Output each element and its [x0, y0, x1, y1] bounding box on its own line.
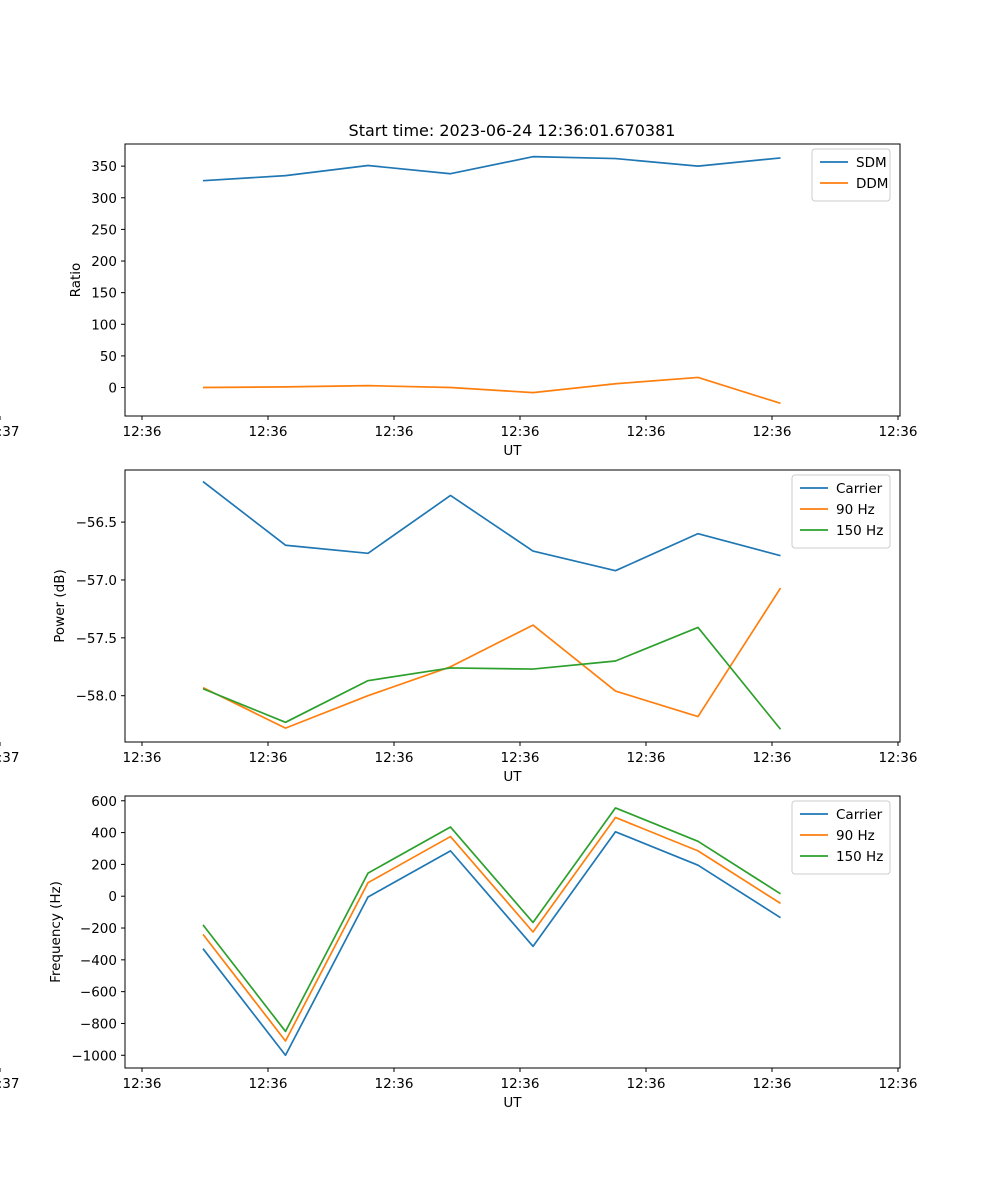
- x-tick-label: 12:36: [375, 750, 414, 766]
- x-tick-label: 12:36: [249, 750, 288, 766]
- x-tick-label: 12:36: [123, 750, 162, 766]
- y-tick-label: 100: [91, 317, 117, 333]
- y-tick-label: −58.0: [76, 689, 117, 705]
- x-axis-label: UT: [503, 1095, 522, 1111]
- x-tick-label: 12:36: [879, 1076, 918, 1092]
- y-tick-label: −600: [80, 985, 117, 1001]
- y-tick-label: −57.5: [76, 631, 117, 647]
- legend-label: Carrier: [836, 807, 883, 823]
- y-tick-label: 400: [91, 826, 117, 842]
- y-axis-label: Power (dB): [52, 569, 68, 642]
- y-tick-label: −800: [80, 1016, 117, 1032]
- x-tick-label: 12:36: [501, 1076, 540, 1092]
- series-line-150-hz: [202, 807, 781, 1033]
- x-tick-label: 12:36: [879, 750, 918, 766]
- series-line-90-hz: [202, 587, 782, 729]
- y-tick-label: 600: [91, 794, 117, 810]
- series-line-carrier: [202, 830, 781, 1057]
- y-tick-label: 250: [91, 222, 117, 238]
- y-tick-label: −200: [80, 921, 117, 937]
- x-tick-label: 12:37: [0, 1076, 19, 1092]
- legend-label: Carrier: [836, 481, 883, 497]
- y-tick-label: 0: [108, 381, 117, 397]
- plot-frame: [124, 143, 901, 417]
- x-axis-label: UT: [503, 443, 522, 459]
- x-tick-label: 12:36: [753, 1076, 792, 1092]
- y-axis-label: Frequency (Hz): [48, 881, 64, 983]
- x-tick-label: 12:36: [627, 750, 666, 766]
- legend-label: 150 Hz: [836, 849, 883, 865]
- x-tick-label: 12:36: [375, 1076, 414, 1092]
- y-tick-label: −56.5: [76, 515, 117, 531]
- y-tick-label: −1000: [71, 1048, 117, 1064]
- legend-label: DDM: [856, 176, 888, 192]
- x-tick-label: 12:37: [0, 424, 19, 440]
- x-tick-label: 12:36: [123, 424, 162, 440]
- series-line-150-hz: [202, 626, 782, 730]
- y-axis-label: Ratio: [68, 263, 84, 298]
- legend: Carrier 90 Hz 150 Hz: [791, 800, 891, 875]
- legend-label: 150 Hz: [836, 523, 883, 539]
- chart-panel-2: 12:36 12:36 12:36 12:36 12:36 12:36 12:36 12:37…: [0, 469, 918, 785]
- y-tick-label: 350: [91, 159, 117, 175]
- series-line-90-hz: [202, 816, 781, 1042]
- legend-label: 90 Hz: [836, 502, 875, 518]
- x-tick-label: 12:37: [0, 750, 19, 766]
- chart-panel-3: 12:36 12:36 12:36 12:36 12:36 12:36 12:36 12:37…: [0, 794, 917, 1111]
- y-tick-label: −57.0: [76, 573, 117, 589]
- x-tick-label: 12:36: [879, 424, 918, 440]
- x-tick-label: 12:36: [249, 424, 288, 440]
- chart-panel-1: 12:36 12:36 12:36 12:36 12:36 12:36 12:36 12:37…: [0, 143, 918, 459]
- x-tick-label: 12:36: [627, 1076, 666, 1092]
- legend: SDM DDM: [811, 148, 891, 202]
- x-tick-label: 12:36: [753, 750, 792, 766]
- chart-title: Start time: 2023-06-24 12:36:01.670381: [349, 121, 676, 140]
- x-tick-label: 12:36: [375, 424, 414, 440]
- x-tick-label: 12:36: [501, 750, 540, 766]
- y-tick-label: 50: [100, 349, 117, 365]
- legend: Carrier 90 Hz 150 Hz: [791, 474, 891, 549]
- x-tick-label: 12:36: [753, 424, 792, 440]
- chart-panels: 12:36 12:36 12:36 12:36 12:36 12:36 12:36 12:37…: [0, 143, 918, 1111]
- plot-frame: [124, 469, 901, 743]
- x-tick-label: 12:36: [627, 424, 666, 440]
- y-tick-label: 0: [108, 889, 117, 905]
- plot-frame: [124, 795, 901, 1069]
- y-tick-label: 300: [91, 191, 117, 207]
- x-tick-label: 12:36: [249, 1076, 288, 1092]
- x-tick-label: 12:36: [123, 1076, 162, 1092]
- series-line-ddm: [202, 376, 781, 405]
- legend-label: SDM: [856, 155, 887, 171]
- series-line-carrier: [202, 480, 781, 572]
- legend-label: 90 Hz: [836, 828, 875, 844]
- y-tick-label: −400: [80, 953, 117, 969]
- x-axis-label: UT: [503, 769, 522, 785]
- y-tick-label: 150: [91, 286, 117, 302]
- x-tick-label: 12:36: [501, 424, 540, 440]
- y-tick-label: 200: [91, 857, 117, 873]
- series-line-sdm: [202, 155, 781, 182]
- y-tick-label: 200: [91, 254, 117, 270]
